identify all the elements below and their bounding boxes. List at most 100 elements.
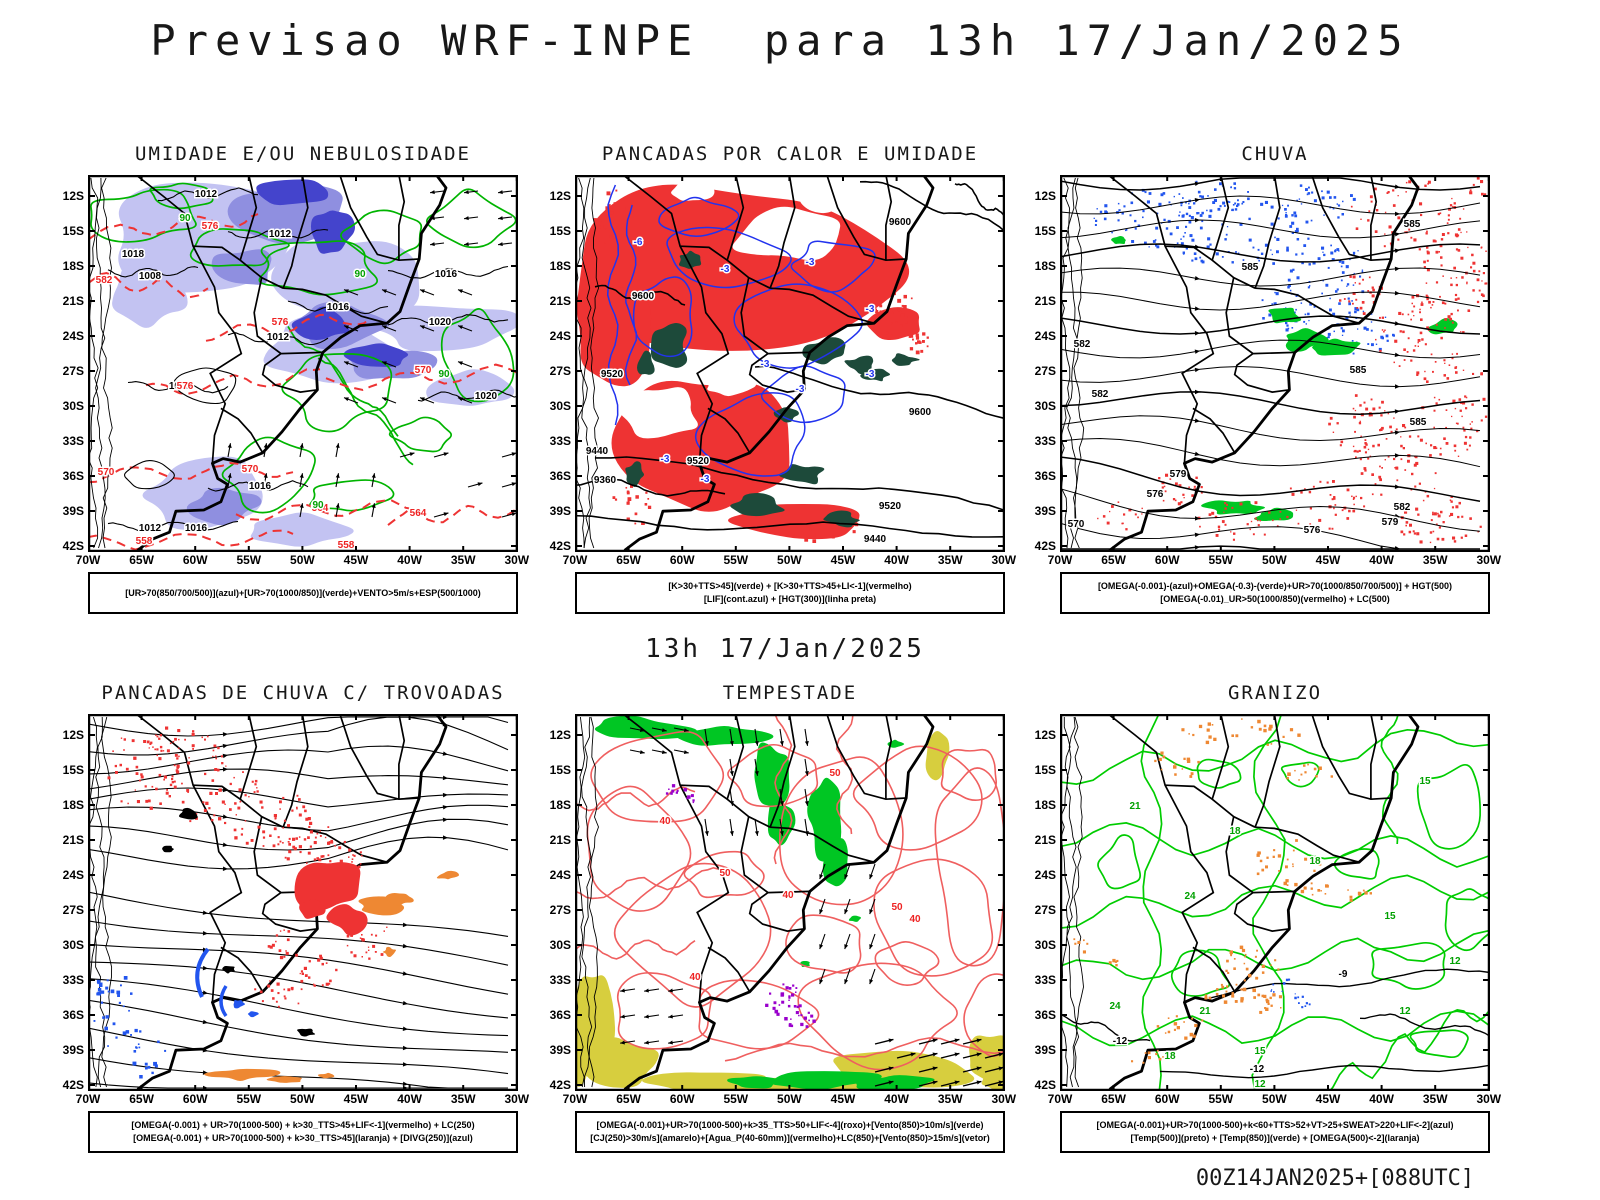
map-tempestade: 50 40 50 40 40 50 40 12S 15S 18S 21S 24S 27S 30S 33S 36… xyxy=(550,714,1016,1106)
svg-text:21: 21 xyxy=(1199,1006,1211,1017)
lat-label: 24S xyxy=(62,329,84,343)
svg-text:585: 585 xyxy=(1404,219,1421,230)
lat-label: 27S xyxy=(62,903,84,917)
legend-line: [OMEGA(-0.001)+UR>70(1000-500)+k<60+TTS>… xyxy=(1096,1120,1454,1130)
lat-label: 12S xyxy=(62,189,84,203)
svg-text:1012: 1012 xyxy=(267,332,290,343)
lon-label: 65W xyxy=(129,553,154,567)
svg-text:40: 40 xyxy=(909,914,921,925)
svg-text:18: 18 xyxy=(1229,826,1241,837)
lat-label: 21S xyxy=(549,294,571,308)
lon-label: 65W xyxy=(129,1092,154,1106)
svg-text:1012: 1012 xyxy=(195,189,218,200)
svg-text:90: 90 xyxy=(438,369,450,380)
lon-label: 40W xyxy=(397,1092,422,1106)
svg-text:15: 15 xyxy=(1254,1046,1266,1057)
svg-text:-3: -3 xyxy=(721,264,730,275)
lat-label: 42S xyxy=(62,539,84,553)
lat-label: 36S xyxy=(549,469,571,483)
svg-text:564: 564 xyxy=(312,503,329,514)
lon-label: 40W xyxy=(1369,553,1394,567)
lat-label: 12S xyxy=(549,728,571,742)
map-umidade: 1012 1012 1018 1008 1008 1016 1012 1020 1020 1016… xyxy=(63,175,529,567)
svg-text:-3: -3 xyxy=(701,474,710,485)
svg-text:9520: 9520 xyxy=(687,456,710,467)
panel-title: UMIDADE E/OU NEBULOSIDADE xyxy=(135,143,471,165)
svg-text:18: 18 xyxy=(1309,856,1321,867)
lat-label: 18S xyxy=(62,259,84,273)
panel-title: TEMPESTADE xyxy=(722,682,858,704)
lon-label: 70W xyxy=(562,553,588,567)
lat-label: 33S xyxy=(1034,434,1056,448)
svg-text:15: 15 xyxy=(1419,776,1431,787)
lon-label: 50W xyxy=(1262,1092,1287,1106)
svg-text:-3: -3 xyxy=(866,304,875,315)
lon-label: 40W xyxy=(884,1092,909,1106)
legend-line: [OMEGA(-0.001) + UR>70(1000-500) + k>30_… xyxy=(133,1133,473,1143)
lon-label: 35W xyxy=(937,1092,963,1106)
svg-text:576: 576 xyxy=(272,317,289,328)
lon-label: 45W xyxy=(830,1092,856,1106)
svg-text:-3: -3 xyxy=(796,384,805,395)
panel-title: GRANIZO xyxy=(1227,682,1323,704)
svg-text:1012: 1012 xyxy=(269,229,292,240)
lon-label: 50W xyxy=(290,553,315,567)
svg-text:24: 24 xyxy=(1184,891,1196,902)
lon-label: 35W xyxy=(937,553,963,567)
svg-text:1016: 1016 xyxy=(249,481,272,492)
svg-text:18: 18 xyxy=(1164,1051,1176,1062)
lat-label: 33S xyxy=(62,973,84,987)
lon-label: 60W xyxy=(1154,553,1180,567)
lon-label: 70W xyxy=(1047,1092,1073,1106)
panel-granizo: GRANIZO 21 24 21 24 15 12 12 15 18 12 15 18 18 -9 -12 -… xyxy=(1035,682,1501,1182)
legend-box-umidade: [UR>70(850/700/500)](azul)+[UR>70(1000/8… xyxy=(88,572,518,614)
lon-label: 60W xyxy=(182,1092,208,1106)
svg-text:40: 40 xyxy=(659,816,671,827)
lon-label: 35W xyxy=(1422,1092,1448,1106)
svg-text:21: 21 xyxy=(1129,801,1141,812)
lon-label: 65W xyxy=(616,553,641,567)
panel-title: CHUVA xyxy=(1241,143,1309,165)
svg-text:1016: 1016 xyxy=(435,269,458,280)
legend-line: [Temp(500)](preto) + [Temp(850)](verde) … xyxy=(1130,1133,1420,1143)
svg-text:12: 12 xyxy=(1399,1006,1411,1017)
lon-label: 55W xyxy=(1208,1092,1234,1106)
lat-label: 30S xyxy=(549,399,571,413)
lat-label: 33S xyxy=(1034,973,1056,987)
svg-text:24: 24 xyxy=(1109,1001,1121,1012)
lat-label: 27S xyxy=(62,364,84,378)
svg-text:40: 40 xyxy=(782,890,794,901)
lat-label: 30S xyxy=(62,399,84,413)
lat-label: 18S xyxy=(1034,259,1056,273)
lat-label: 36S xyxy=(1034,1008,1056,1022)
svg-text:558: 558 xyxy=(338,540,355,551)
legend-box-chuva: [OMEGA(-0.001)-(azul)+OMEGA(-0.3)-(verde… xyxy=(1060,572,1490,614)
lon-label: 65W xyxy=(1101,1092,1126,1106)
svg-text:-12: -12 xyxy=(1113,1036,1128,1047)
svg-text:1008: 1008 xyxy=(169,381,192,392)
lon-label: 35W xyxy=(450,553,476,567)
legend-line: [K>30+TTS>45](verde) + [K>30+TTS>45+LI<-… xyxy=(668,581,912,591)
lat-label: 36S xyxy=(549,1008,571,1022)
lat-label: 15S xyxy=(549,763,571,777)
lat-label: 18S xyxy=(62,798,84,812)
svg-text:1020: 1020 xyxy=(429,317,452,328)
svg-text:576: 576 xyxy=(1304,525,1321,536)
legend-line: [OMEGA(-0.01)_UR>50(1000/850)(vermelho) … xyxy=(1160,594,1390,604)
map-trovoadas: 12S 15S 18S 21S 24S 27S 30S 33S 36S 39S 42S 70W 65W 6… xyxy=(63,714,529,1106)
lon-label: 50W xyxy=(777,1092,802,1106)
lon-label: 55W xyxy=(236,1092,262,1106)
svg-text:90: 90 xyxy=(312,500,324,511)
map-pancadas-calor: 9600 9600 9600 9520 9520 9440 9360 9440 9520 -6 -3… xyxy=(550,175,1016,567)
svg-text:582: 582 xyxy=(96,275,113,286)
lat-label: 12S xyxy=(549,189,571,203)
lat-label: 15S xyxy=(549,224,571,238)
lat-label: 15S xyxy=(1034,224,1056,238)
svg-text:9600: 9600 xyxy=(632,291,655,302)
legend-line: [CJ(250)>30m/s](amarelo)+[Agua_P(40-60mm… xyxy=(590,1133,990,1143)
lon-label: 30W xyxy=(504,1092,530,1106)
legend-box-tempestade: [OMEGA(-0.001)+UR>70(1000-500)+k>35_TTS>… xyxy=(575,1111,1005,1153)
svg-text:-3: -3 xyxy=(866,369,875,380)
svg-text:1018: 1018 xyxy=(122,249,145,260)
